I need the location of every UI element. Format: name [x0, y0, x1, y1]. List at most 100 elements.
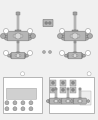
- FancyBboxPatch shape: [43, 19, 53, 27]
- Circle shape: [0, 33, 5, 39]
- FancyBboxPatch shape: [64, 31, 86, 41]
- Bar: [55, 88, 57, 90]
- Circle shape: [58, 33, 63, 39]
- Bar: [15, 30, 21, 32]
- Circle shape: [87, 72, 91, 76]
- Ellipse shape: [73, 100, 75, 102]
- Circle shape: [70, 100, 73, 102]
- Ellipse shape: [15, 54, 21, 57]
- Ellipse shape: [77, 100, 83, 102]
- Bar: [74, 12, 76, 30]
- Ellipse shape: [5, 32, 9, 36]
- Ellipse shape: [73, 99, 75, 101]
- Ellipse shape: [49, 100, 51, 102]
- Circle shape: [85, 51, 90, 55]
- Ellipse shape: [28, 32, 31, 36]
- Bar: [70, 80, 76, 86]
- Circle shape: [13, 107, 17, 111]
- Ellipse shape: [24, 56, 26, 58]
- Ellipse shape: [84, 34, 88, 38]
- Circle shape: [87, 100, 90, 102]
- Bar: [3, 77, 42, 113]
- Ellipse shape: [67, 53, 69, 55]
- Bar: [50, 80, 56, 86]
- Circle shape: [59, 29, 64, 33]
- Ellipse shape: [24, 55, 26, 57]
- Circle shape: [52, 88, 54, 91]
- Ellipse shape: [85, 99, 87, 101]
- Circle shape: [21, 107, 25, 111]
- Ellipse shape: [72, 54, 78, 57]
- Ellipse shape: [61, 99, 63, 101]
- Circle shape: [52, 81, 54, 84]
- Ellipse shape: [49, 99, 51, 101]
- Circle shape: [46, 100, 49, 102]
- Bar: [17, 41, 19, 52]
- Ellipse shape: [28, 34, 31, 38]
- Ellipse shape: [73, 99, 75, 101]
- Circle shape: [8, 54, 10, 57]
- Ellipse shape: [73, 101, 75, 103]
- Circle shape: [72, 81, 74, 84]
- Circle shape: [21, 101, 25, 105]
- Ellipse shape: [49, 101, 51, 103]
- Circle shape: [63, 100, 66, 102]
- Bar: [54, 98, 58, 99]
- Bar: [72, 30, 78, 32]
- Ellipse shape: [61, 99, 63, 101]
- Bar: [74, 41, 76, 43]
- Circle shape: [75, 100, 78, 102]
- Circle shape: [83, 54, 85, 57]
- Ellipse shape: [61, 101, 63, 103]
- Ellipse shape: [5, 37, 9, 40]
- Bar: [50, 87, 56, 93]
- Circle shape: [54, 99, 58, 103]
- FancyBboxPatch shape: [62, 98, 74, 104]
- Circle shape: [28, 51, 33, 55]
- Ellipse shape: [62, 37, 65, 40]
- Circle shape: [28, 29, 33, 33]
- Circle shape: [73, 54, 77, 57]
- Ellipse shape: [61, 100, 63, 102]
- Bar: [55, 88, 57, 98]
- Circle shape: [48, 22, 51, 24]
- Circle shape: [25, 54, 29, 57]
- Ellipse shape: [5, 34, 9, 38]
- Ellipse shape: [73, 100, 75, 102]
- Circle shape: [49, 51, 52, 54]
- FancyBboxPatch shape: [74, 98, 86, 104]
- Circle shape: [66, 99, 70, 103]
- Circle shape: [4, 51, 9, 55]
- Ellipse shape: [65, 100, 71, 102]
- Circle shape: [64, 54, 68, 57]
- Circle shape: [4, 29, 9, 33]
- Ellipse shape: [85, 101, 87, 103]
- Circle shape: [16, 54, 20, 57]
- Bar: [49, 77, 94, 113]
- Ellipse shape: [62, 34, 65, 38]
- Bar: [73, 52, 77, 53]
- Ellipse shape: [62, 32, 65, 36]
- Ellipse shape: [24, 53, 26, 55]
- FancyBboxPatch shape: [6, 88, 37, 99]
- Ellipse shape: [61, 101, 63, 103]
- Bar: [66, 98, 70, 99]
- Circle shape: [62, 81, 64, 84]
- Circle shape: [13, 101, 17, 105]
- Circle shape: [59, 51, 64, 55]
- Bar: [70, 87, 76, 93]
- Circle shape: [88, 33, 93, 39]
- Circle shape: [30, 33, 35, 39]
- Ellipse shape: [81, 53, 83, 55]
- Bar: [79, 88, 81, 90]
- Bar: [16, 12, 20, 15]
- Ellipse shape: [81, 56, 83, 58]
- Ellipse shape: [67, 55, 69, 57]
- FancyBboxPatch shape: [7, 31, 29, 41]
- Bar: [17, 41, 19, 43]
- Circle shape: [5, 101, 9, 105]
- Ellipse shape: [10, 56, 12, 58]
- Bar: [67, 88, 69, 90]
- Circle shape: [5, 107, 9, 111]
- FancyBboxPatch shape: [50, 98, 62, 104]
